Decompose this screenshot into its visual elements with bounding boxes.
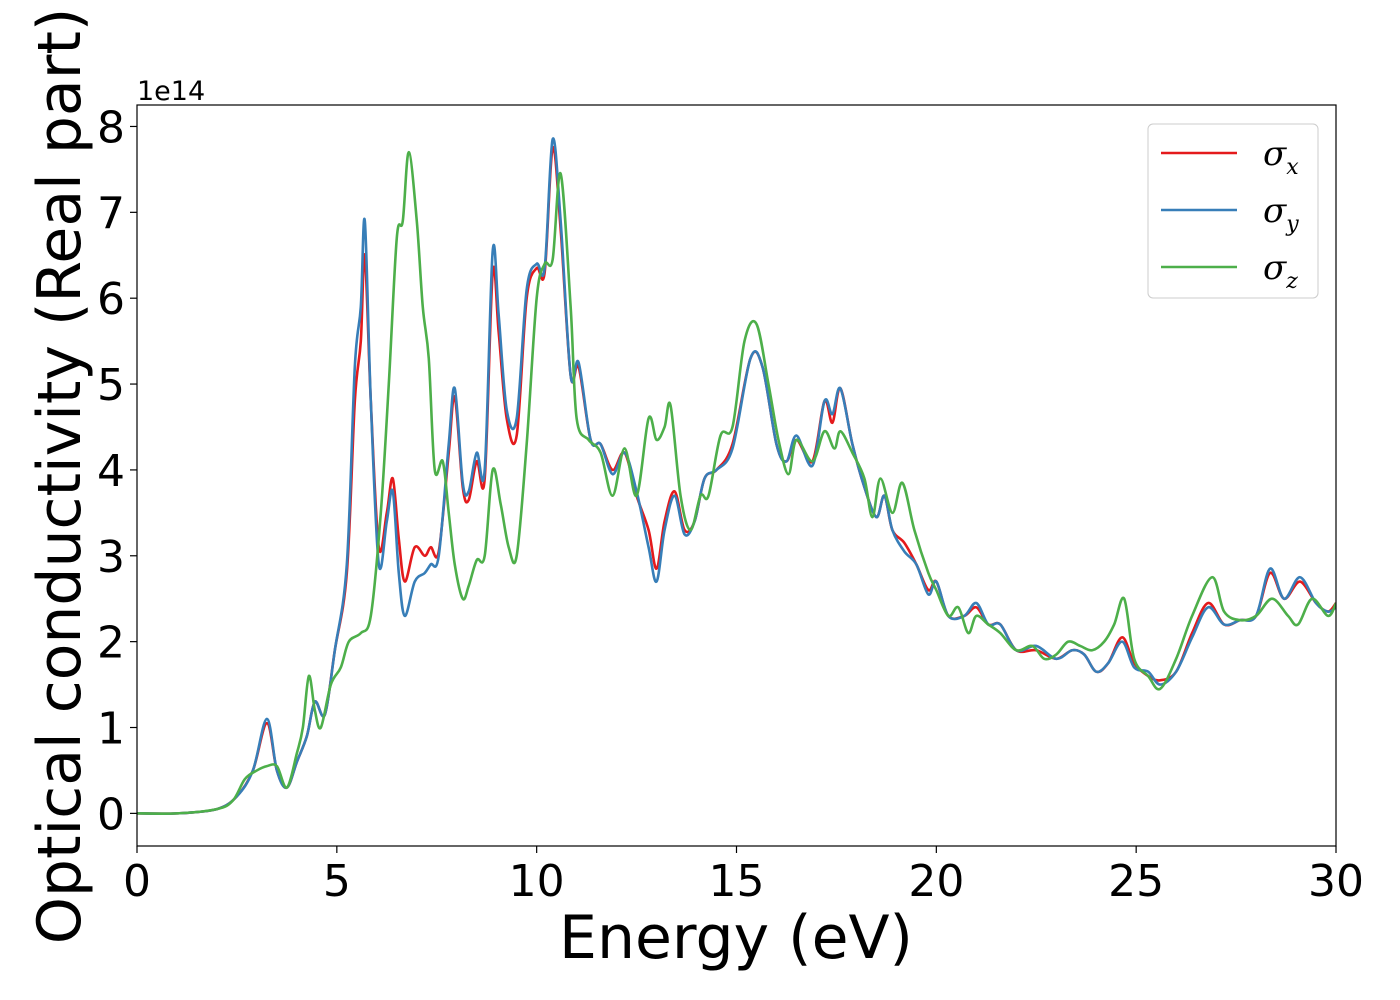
y-tick-label: 3 — [97, 532, 125, 583]
y-offset-label: 1e14 — [137, 76, 205, 107]
y-tick-label: 5 — [97, 360, 125, 411]
y-tick-label: 7 — [97, 188, 125, 239]
y-tick-label: 0 — [97, 789, 125, 840]
y-tick-label: 6 — [97, 274, 125, 325]
y-tick-label: 1 — [97, 704, 125, 755]
x-tick-label: 0 — [123, 856, 151, 907]
y-tick-label: 4 — [97, 446, 125, 497]
plot-background — [137, 105, 1336, 846]
series-line-z — [137, 150, 1336, 815]
x-tick-label: 5 — [323, 856, 351, 907]
legend-label-z: σz — [1263, 248, 1298, 294]
y-tick-label: 2 — [97, 618, 125, 669]
series-layer — [137, 137, 1336, 815]
legend-label-x: σx — [1263, 134, 1299, 180]
x-tick-label: 20 — [908, 856, 964, 907]
x-tick-label: 10 — [509, 856, 565, 907]
x-axis: 0 5 10 15 20 25 30 — [123, 846, 1364, 907]
x-tick-label: 15 — [709, 856, 765, 907]
series-line-y — [137, 137, 1336, 815]
x-axis-title: Energy (eV) — [559, 903, 913, 973]
legend-label-y: σy — [1263, 191, 1299, 237]
x-tick-label: 30 — [1308, 856, 1364, 907]
x-tick-label: 25 — [1108, 856, 1164, 907]
legend: σx σy σz — [1147, 123, 1319, 299]
y-axis: 0 1 2 3 4 5 6 7 8 — [97, 102, 137, 840]
y-tick-label: 8 — [97, 102, 125, 153]
y-axis-title: Optical conductivity (Real part) — [25, 8, 95, 945]
